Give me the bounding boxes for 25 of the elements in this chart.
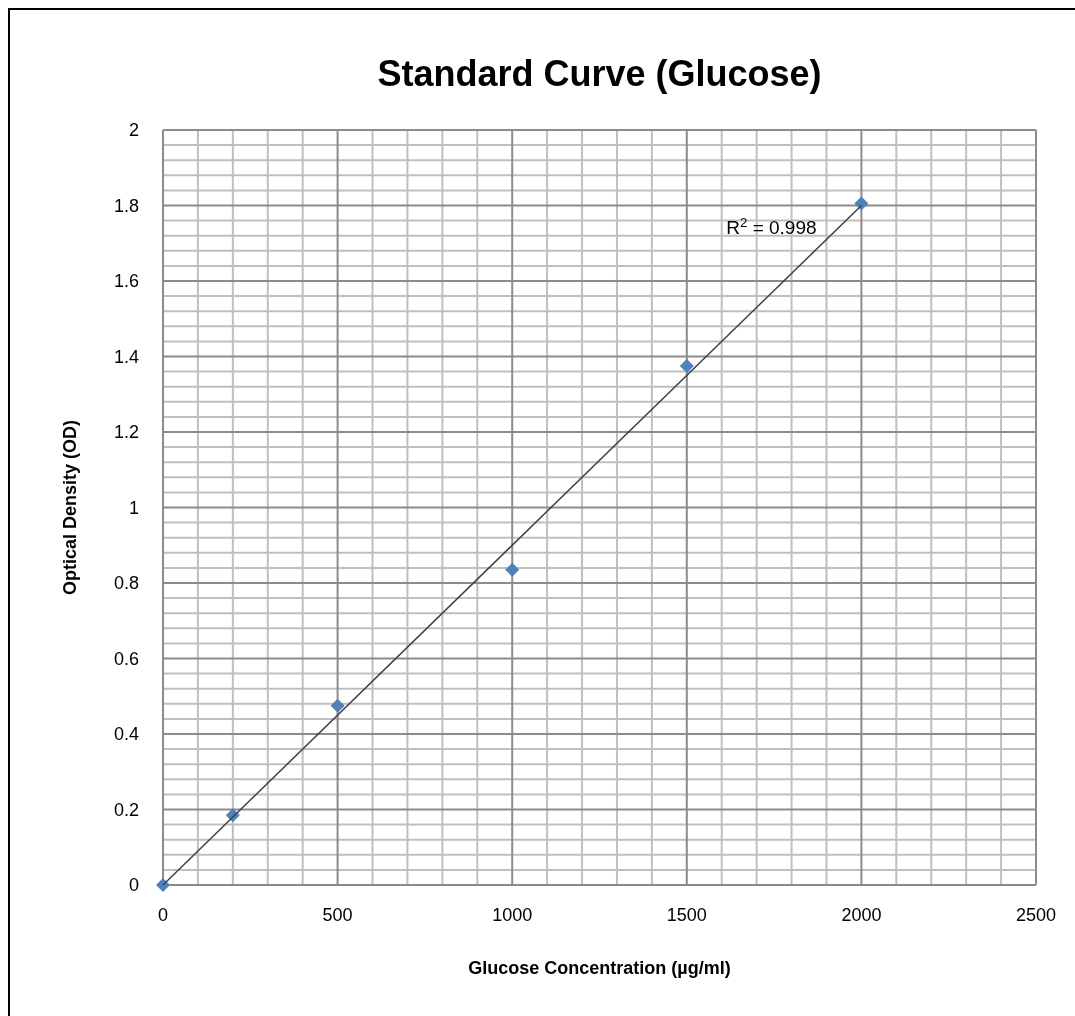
y-tick-label: 0.4 xyxy=(113,724,139,744)
point xyxy=(679,358,694,373)
y-tick-label: 1.4 xyxy=(113,346,139,367)
y-tick-label: 2 xyxy=(128,120,139,140)
x-tick-label: 1000 xyxy=(492,905,533,925)
x-tick-label: 2000 xyxy=(841,905,882,925)
y-tick-label: 0 xyxy=(128,875,139,895)
x-tick-label: 1500 xyxy=(666,905,707,925)
point xyxy=(330,698,345,713)
x-tick-label: 0 xyxy=(157,905,169,925)
point xyxy=(854,196,869,211)
x-axis-title: Glucose Concentration (µg/ml) xyxy=(468,958,731,978)
y-tick-label: 1.6 xyxy=(113,271,139,291)
point xyxy=(505,562,520,577)
y-tick-label: 1.8 xyxy=(113,195,139,216)
x-tick-label: 500 xyxy=(322,905,353,925)
annotation: R$^{2}$ = 0.998 xyxy=(726,214,817,238)
chart-title: Standard Curve (Glucose) xyxy=(377,53,822,94)
y-axis-title: Optical Density (OD) xyxy=(60,419,80,596)
y-tick-label: 1 xyxy=(128,497,139,518)
y-tick-label: 0.6 xyxy=(113,648,139,669)
y-tick-label: 0.2 xyxy=(113,799,139,820)
y-tick-label: 1.2 xyxy=(113,422,139,442)
y-tick-label: 0.8 xyxy=(113,573,139,593)
x-tick-label: 2500 xyxy=(1015,905,1057,925)
